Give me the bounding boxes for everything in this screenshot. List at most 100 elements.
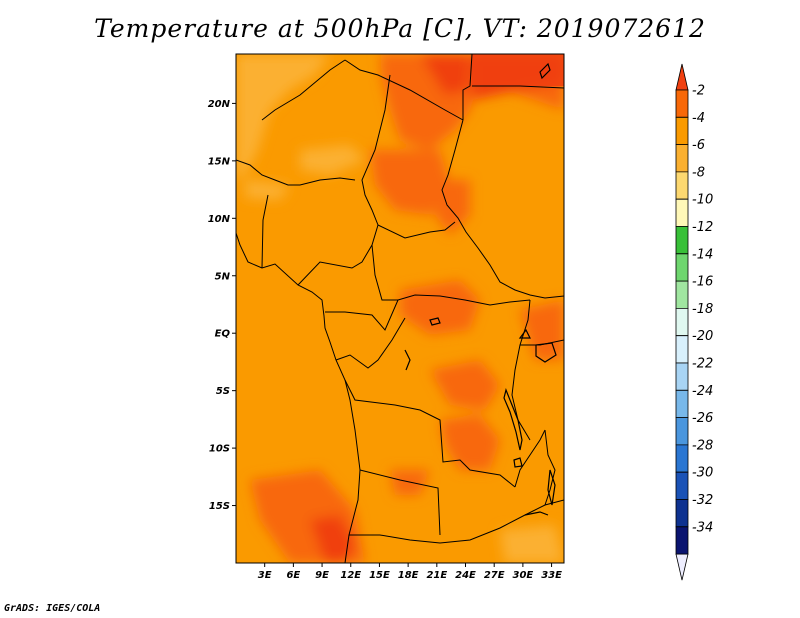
- chart-title: Temperature at 500hPa [C], VT: 201907261…: [94, 14, 706, 43]
- lake-victoria: [535, 342, 557, 363]
- colorbar-swatch: [675, 89, 689, 118]
- lake-tumba: [429, 317, 441, 326]
- colorbar-swatch: [675, 144, 689, 173]
- lake-kariba: [524, 511, 549, 516]
- border-malawi: [544, 429, 556, 506]
- border-south: [349, 499, 564, 544]
- border-chad-car: [377, 221, 456, 239]
- field-hot-n: [420, 54, 470, 95]
- field-hot-ne-core: [472, 54, 564, 86]
- border-drc-angola: [344, 379, 516, 488]
- colorbar-label: -34: [692, 520, 713, 535]
- colorbar-swatch: [675, 526, 689, 555]
- temperature-field: [236, 54, 564, 563]
- lon-tick-label: 6E: [286, 570, 300, 581]
- border-nw: [261, 59, 346, 121]
- colorbar-swatch: [675, 335, 689, 364]
- grads-credit: GrADS: IGES/COLA: [4, 603, 101, 614]
- colorbar-swatch: [675, 417, 689, 446]
- field-light-nw2: [300, 145, 365, 175]
- river-fragment: [404, 349, 411, 371]
- border-angola-zambia: [359, 469, 441, 536]
- lon-tick-label: 30E: [513, 570, 534, 581]
- border-north: [344, 59, 464, 121]
- border-benin: [261, 194, 269, 269]
- lat-tick-label: 10S: [209, 444, 230, 455]
- border-gabon-congo: [335, 317, 406, 369]
- colorbar-swatch: [675, 444, 689, 473]
- plot-frame: [235, 53, 565, 564]
- colorbar: -2 -4 -6 -8 -10 -12 -14 -16 -18 -20 -22 -24 -26 -28 -3…: [675, 63, 713, 581]
- lat-tick-label: 5N: [215, 271, 231, 282]
- colorbar-label: -30: [692, 466, 713, 481]
- colorbar-label: -24: [692, 384, 713, 399]
- colorbar-swatch: [675, 471, 689, 500]
- latitude-axis: 20N 15N 10N 5N EQ 5S 10S 15S: [208, 99, 236, 512]
- lake-tanganyika: [503, 388, 523, 451]
- field-warm-center-north: [370, 150, 450, 215]
- colorbar-swatch: [675, 362, 689, 391]
- lat-tick-label: EQ: [215, 329, 231, 340]
- colorbar-label: -8: [692, 165, 705, 180]
- lon-tick-label: 9E: [315, 570, 329, 581]
- lat-tick-label: 15N: [208, 156, 231, 167]
- colorbar-label: -32: [692, 493, 713, 508]
- field-light-se: [500, 525, 564, 563]
- lake-malawi: [547, 469, 556, 506]
- border-drc-zambia: [514, 429, 546, 488]
- colorbar-label: -28: [692, 438, 713, 453]
- border-libya-sudan: [462, 54, 473, 120]
- longitude-axis: 3E 6E 9E 12E 15E 18E 21E 24E 27E 30E 33E: [258, 563, 562, 581]
- field-hot-sw: [310, 515, 355, 563]
- colorbar-label: -20: [692, 329, 713, 344]
- colorbar-swatch: [675, 280, 689, 309]
- lon-tick-label: 15E: [369, 570, 390, 581]
- rivers: [404, 349, 549, 516]
- colorbar-swatch: [675, 171, 689, 200]
- colorbar-label: -22: [692, 357, 713, 372]
- colorbar-label: -26: [692, 411, 713, 426]
- colorbar-label: -4: [692, 111, 705, 126]
- colorbar-swatch: [675, 553, 689, 581]
- lat-tick-label: 20N: [208, 99, 231, 110]
- border-car-congo: [371, 244, 531, 306]
- lat-tick-label: 10N: [208, 214, 231, 225]
- lon-tick-label: 18E: [398, 570, 419, 581]
- colorbar-label: -6: [692, 138, 705, 153]
- lat-tick-label: 5S: [216, 386, 230, 397]
- lon-tick-label: 3E: [258, 570, 272, 581]
- border-cameroon-gabon: [325, 299, 399, 331]
- lake-mweru: [513, 457, 523, 468]
- field-light-nw: [236, 54, 330, 180]
- lake-albert: [518, 328, 531, 339]
- colorbar-label: -18: [692, 302, 713, 317]
- field-warm-katanga: [440, 415, 500, 470]
- colorbar-swatch: [675, 499, 689, 528]
- colorbar-swatch: [675, 253, 689, 282]
- country-boundaries: [236, 54, 564, 563]
- colorbar-swatch: [675, 198, 689, 227]
- border-nigeria-chad: [297, 74, 391, 286]
- field-warm-congo: [400, 280, 480, 335]
- lake-nasser: [539, 62, 551, 80]
- lon-tick-label: 27E: [484, 570, 505, 581]
- lon-tick-label: 24E: [455, 570, 476, 581]
- colorbar-label: -12: [692, 220, 713, 235]
- colorbar-label: -14: [692, 247, 713, 262]
- lon-tick-label: 21E: [426, 570, 447, 581]
- colorbar-swatch: [675, 116, 689, 146]
- field-light-w: [245, 180, 290, 200]
- field-warm-congo-south: [430, 360, 500, 410]
- colorbar-label: -2: [692, 84, 705, 99]
- lakes: [429, 62, 557, 506]
- lon-tick-label: 12E: [340, 570, 361, 581]
- colorbar-label: -16: [692, 275, 713, 290]
- border-egypt-sudan: [472, 85, 564, 89]
- border-sahel: [236, 159, 356, 186]
- colorbar-swatch: [675, 389, 689, 419]
- colorbar-swatch: [675, 63, 689, 91]
- colorbar-swatch: [675, 307, 689, 337]
- colorbar-swatch: [675, 226, 689, 255]
- lon-tick-label: 33E: [541, 570, 562, 581]
